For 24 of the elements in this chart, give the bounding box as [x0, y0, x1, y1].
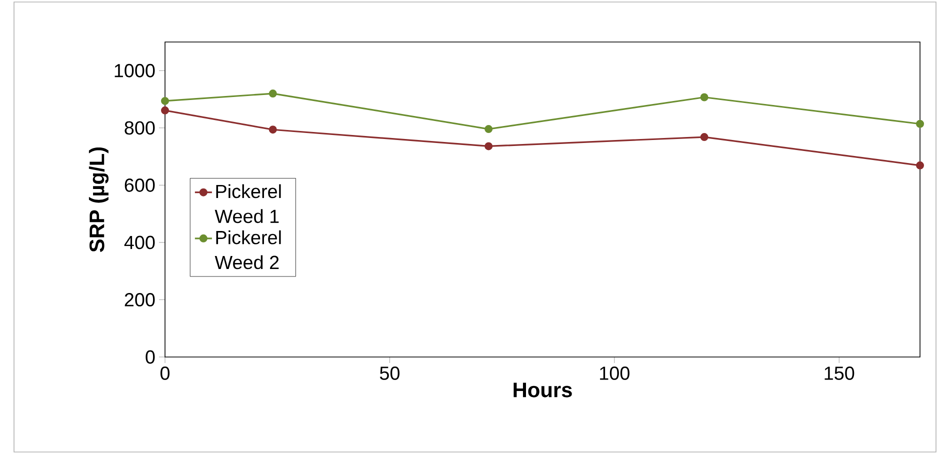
point [161, 106, 170, 114]
x-tick-label: 150 [824, 366, 854, 380]
point [700, 93, 708, 102]
point [484, 125, 493, 134]
point [161, 96, 170, 105]
y-tick-label: 1000 [114, 64, 155, 78]
y-tick-label: 600 [124, 178, 155, 192]
y-tick-label: 0 [146, 350, 155, 364]
point [916, 120, 924, 128]
y-tick-label: 400 [124, 236, 155, 250]
point [484, 142, 493, 150]
x-axis-title: Hours [514, 382, 572, 398]
legend-label: Pickerel Weed 2 [214, 230, 281, 270]
x-tick-label: 50 [380, 366, 400, 380]
x-tick-label: 0 [160, 366, 170, 380]
x-tick-label: 100 [600, 366, 630, 380]
y-tick-label: 200 [124, 293, 155, 306]
point [916, 161, 924, 170]
point [268, 126, 277, 134]
legend-label: Pickerel Weed 1 [214, 184, 281, 224]
y-tick-label: 800 [124, 121, 155, 135]
y-axis-title: SRP (µg/L) [88, 147, 109, 252]
point [700, 133, 708, 142]
point [268, 90, 277, 98]
